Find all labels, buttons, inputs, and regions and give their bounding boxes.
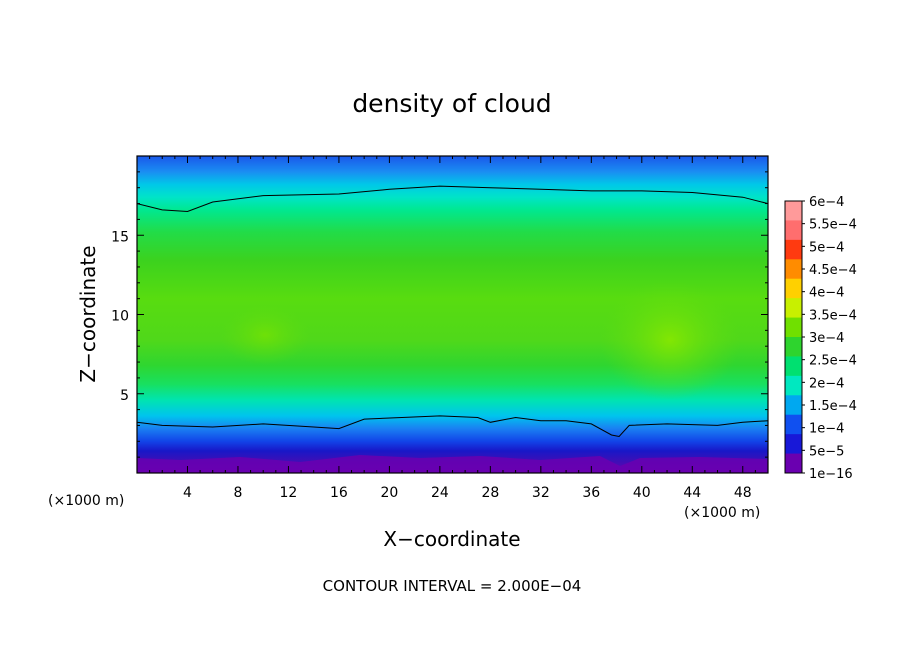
colorbar-swatch	[785, 259, 802, 280]
colorbar: 6e−4 5.5e−4 5e−4 4.5e−4 4e−4 3.5e−4 3e−4 2.5e−4…	[784, 195, 857, 482]
y-tick-label: 5	[120, 388, 129, 404]
colorbar-swatch	[785, 201, 802, 221]
colorbar-swatch	[785, 220, 802, 241]
x-tick-label: 44	[683, 485, 701, 501]
contour-field	[137, 156, 768, 473]
x-tick-label: 24	[431, 485, 449, 501]
x-tick-label: 28	[481, 485, 499, 501]
x-tick-label: 16	[330, 485, 348, 501]
chart-title: density of cloud	[352, 89, 551, 118]
x-tick-label: 12	[280, 485, 298, 501]
colorbar-swatch	[785, 239, 802, 260]
contour-line-1	[137, 185, 768, 213]
y-axis-title: Z−coordinate	[76, 245, 100, 382]
colorbar-label: 1.5e−4	[809, 399, 857, 414]
colorbar-swatch	[785, 317, 802, 338]
x-axis-title: X−coordinate	[383, 527, 520, 551]
x-tick-label: 48	[734, 485, 752, 501]
colorbar-label: 1e−4	[809, 422, 844, 437]
contour-line-2	[137, 415, 768, 438]
colorbar-swatch	[785, 395, 802, 416]
x-tick-label: 20	[380, 485, 398, 501]
x-tick-label: 36	[582, 485, 600, 501]
colorbar-label: 5e−4	[809, 240, 844, 255]
contour-interval-note: CONTOUR INTERVAL = 2.000E−04	[323, 577, 582, 595]
colorbar-label: 5e−5	[809, 444, 844, 459]
colorbar-swatch	[785, 337, 802, 357]
y-tick-label: 15	[111, 229, 129, 245]
field-highlight-right	[600, 280, 740, 400]
colorbar-swatch	[785, 298, 802, 319]
x-tick-label: 4	[183, 485, 192, 501]
x-tick-label: 40	[633, 485, 651, 501]
colorbar-swatch	[785, 414, 802, 435]
y-tick-label: 10	[111, 309, 129, 325]
colorbar-label: 6e−4	[809, 195, 844, 210]
x-unit-right: (×1000 m)	[684, 505, 760, 521]
colorbar-swatch	[785, 278, 802, 299]
x-tick-label: 32	[532, 485, 550, 501]
colorbar-label: 5.5e−4	[809, 218, 857, 233]
colorbar-swatch	[785, 434, 802, 455]
colorbar-label: 2.5e−4	[809, 354, 857, 369]
colorbar-label: 3.5e−4	[809, 308, 857, 323]
colorbar-label: 2e−4	[809, 376, 844, 391]
colorbar-label: 4.5e−4	[809, 263, 857, 278]
colorbar-label: 4e−4	[809, 286, 844, 301]
x-unit-left: (×1000 m)	[48, 493, 124, 509]
surface-band	[137, 455, 768, 473]
colorbar-label: 3e−4	[809, 331, 844, 346]
colorbar-swatch	[785, 375, 802, 396]
colorbar-swatch	[785, 453, 802, 474]
field-highlight-left	[220, 305, 310, 365]
x-tick-label: 8	[233, 485, 242, 501]
colorbar-swatch	[785, 356, 802, 377]
colorbar-label: 1e−16	[809, 467, 853, 482]
